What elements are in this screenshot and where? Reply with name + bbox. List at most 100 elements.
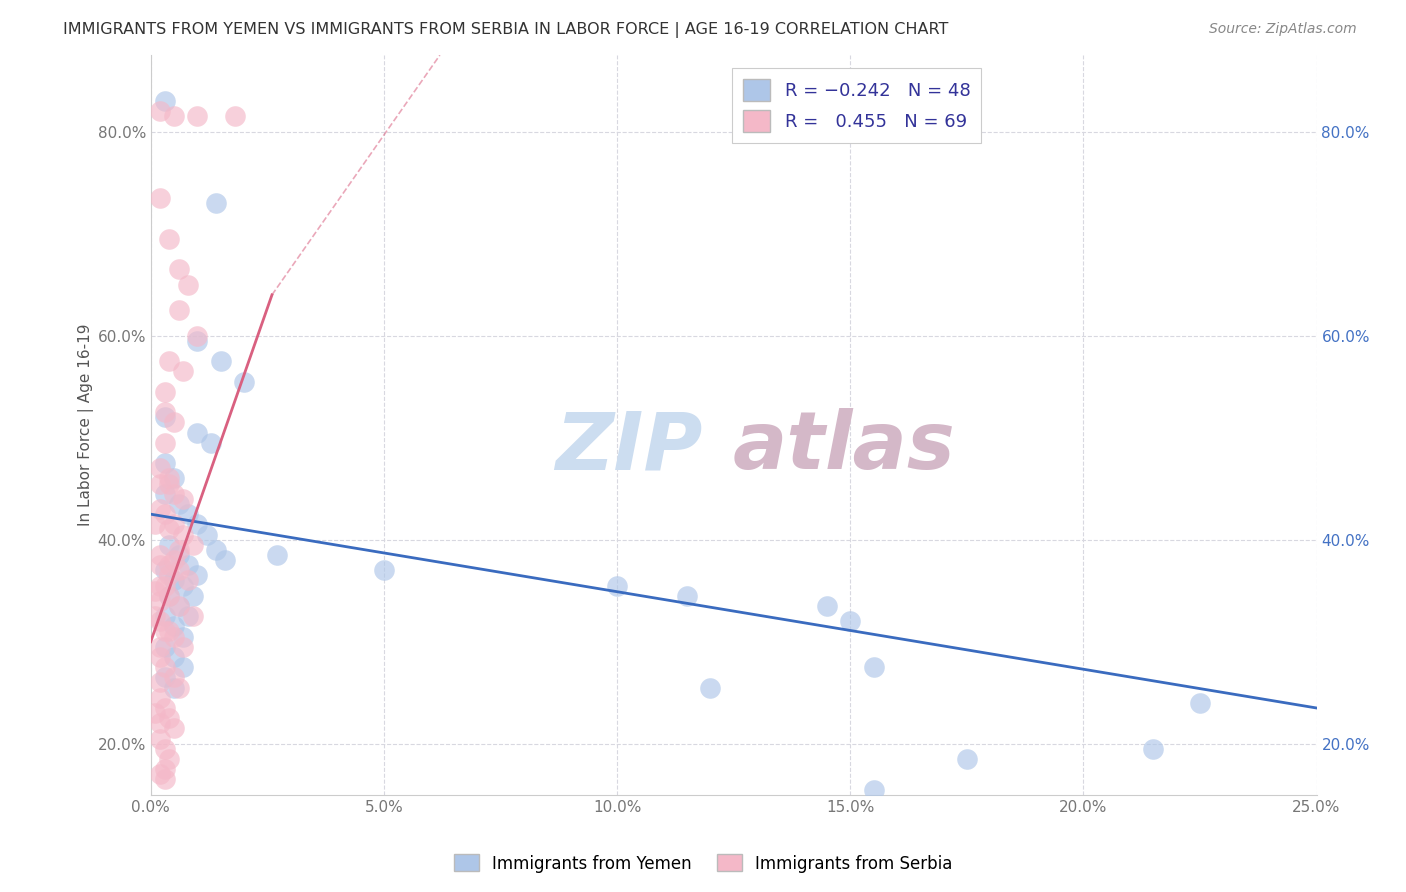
Point: [163, 681, 186, 695]
Point: [157, 752, 180, 766]
Point: [172, 640, 194, 654]
Point: [163, 574, 186, 588]
Point: [186, 425, 208, 440]
Text: Source: ZipAtlas.com: Source: ZipAtlas.com: [1209, 22, 1357, 37]
Text: atlas: atlas: [733, 409, 956, 486]
Point: [149, 502, 172, 516]
Point: [153, 741, 176, 756]
Point: [167, 262, 190, 277]
Point: [157, 523, 180, 537]
Point: [157, 711, 180, 725]
Point: [186, 517, 208, 532]
Point: [205, 542, 228, 557]
Point: [224, 109, 246, 123]
Point: [233, 375, 256, 389]
Point: [186, 328, 208, 343]
Point: [172, 630, 194, 644]
Point: [839, 615, 862, 629]
Y-axis label: In Labor Force | Age 16-19: In Labor Force | Age 16-19: [79, 324, 94, 526]
Point: [157, 589, 180, 603]
Point: [149, 461, 172, 475]
Point: [177, 574, 200, 588]
Point: [149, 594, 172, 608]
Point: [149, 640, 172, 654]
Point: [157, 538, 180, 552]
Point: [157, 589, 180, 603]
Point: [167, 497, 190, 511]
Point: [1188, 696, 1211, 710]
Point: [209, 354, 232, 368]
Point: [149, 558, 172, 573]
Point: [167, 681, 190, 695]
Point: [266, 548, 288, 562]
Point: [153, 435, 176, 450]
Point: [149, 191, 172, 205]
Point: [172, 660, 194, 674]
Point: [163, 619, 186, 633]
Point: [149, 767, 172, 781]
Point: [177, 609, 200, 624]
Point: [149, 690, 172, 705]
Point: [149, 476, 172, 491]
Point: [606, 578, 628, 592]
Point: [153, 762, 176, 776]
Point: [149, 578, 172, 592]
Point: [157, 568, 180, 582]
Point: [181, 589, 204, 603]
Point: [149, 716, 172, 731]
Point: [153, 456, 176, 470]
Point: [145, 706, 167, 720]
Point: [163, 630, 186, 644]
Point: [167, 563, 190, 577]
Point: [163, 650, 186, 665]
Point: [163, 416, 186, 430]
Point: [153, 507, 176, 521]
Point: [153, 660, 176, 674]
Point: [153, 624, 176, 639]
Point: [172, 491, 194, 506]
Point: [153, 94, 176, 108]
Point: [163, 670, 186, 684]
Point: [172, 578, 194, 592]
Point: [153, 578, 176, 592]
Point: [163, 487, 186, 501]
Point: [149, 650, 172, 665]
Point: [153, 405, 176, 419]
Point: [157, 354, 180, 368]
Point: [167, 548, 190, 562]
Point: [181, 538, 204, 552]
Point: [149, 615, 172, 629]
Point: [956, 752, 979, 766]
Point: [699, 681, 721, 695]
Point: [145, 609, 167, 624]
Point: [163, 722, 186, 736]
Point: [149, 731, 172, 746]
Point: [172, 527, 194, 541]
Point: [167, 599, 190, 613]
Point: [145, 517, 167, 532]
Point: [167, 303, 190, 318]
Point: [676, 589, 699, 603]
Point: [163, 553, 186, 567]
Point: [153, 563, 176, 577]
Point: [157, 624, 180, 639]
Point: [153, 701, 176, 715]
Point: [862, 782, 884, 797]
Point: [186, 109, 208, 123]
Legend: Immigrants from Yemen, Immigrants from Serbia: Immigrants from Yemen, Immigrants from S…: [447, 847, 959, 880]
Point: [862, 660, 884, 674]
Point: [149, 675, 172, 690]
Point: [163, 517, 186, 532]
Point: [149, 548, 172, 562]
Point: [153, 487, 176, 501]
Point: [153, 410, 176, 425]
Point: [815, 599, 838, 613]
Legend: R = −0.242   N = 48, R =   0.455   N = 69: R = −0.242 N = 48, R = 0.455 N = 69: [733, 68, 981, 143]
Point: [153, 670, 176, 684]
Point: [163, 471, 186, 485]
Point: [167, 542, 190, 557]
Point: [373, 563, 395, 577]
Point: [195, 527, 218, 541]
Text: ZIP: ZIP: [555, 409, 703, 486]
Point: [163, 109, 186, 123]
